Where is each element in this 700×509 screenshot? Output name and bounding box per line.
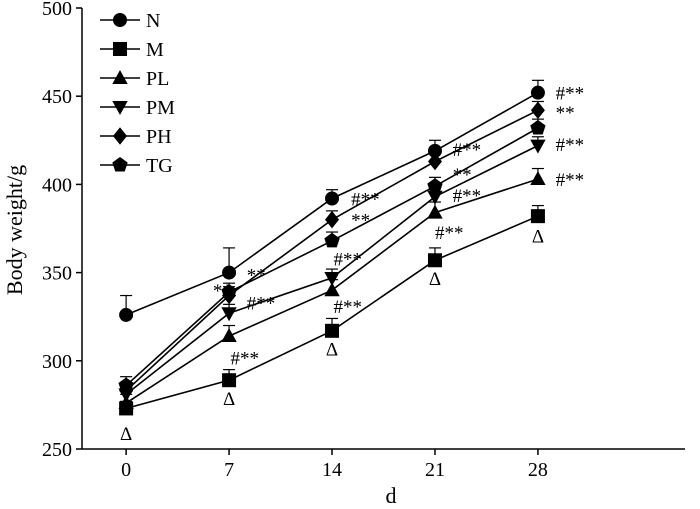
legend-marker bbox=[112, 69, 128, 84]
significance-label: #** bbox=[333, 249, 362, 270]
significance-label: ** bbox=[247, 265, 266, 286]
data-point bbox=[427, 190, 443, 205]
series-layer bbox=[118, 79, 546, 416]
significance-label: #** bbox=[351, 190, 380, 211]
x-tick-label: 28 bbox=[528, 459, 548, 481]
legend-marker bbox=[112, 156, 128, 172]
legend-item-n: N bbox=[100, 10, 160, 32]
data-point bbox=[324, 282, 340, 297]
significance-label: #** bbox=[556, 84, 585, 105]
legend-item-pm: PM bbox=[100, 97, 175, 119]
data-point bbox=[325, 323, 340, 338]
legend-item-ph: PH bbox=[100, 126, 172, 148]
data-point bbox=[530, 101, 545, 120]
y-tick-label: 250 bbox=[42, 439, 72, 461]
significance-label: Δ bbox=[532, 227, 544, 248]
significance-label: ** bbox=[453, 165, 472, 186]
legend: NM PL PM PH TG bbox=[100, 10, 175, 177]
data-point bbox=[530, 119, 546, 135]
significance-label: Δ bbox=[326, 339, 338, 360]
legend-label: N bbox=[146, 10, 160, 32]
data-point bbox=[427, 204, 443, 219]
significance-label: #** bbox=[247, 294, 276, 315]
legend-item-m: M bbox=[100, 39, 164, 61]
significance-label: ** bbox=[351, 211, 370, 232]
y-tick-label: 400 bbox=[42, 174, 72, 196]
legend-label: M bbox=[146, 39, 164, 61]
data-point bbox=[222, 265, 237, 280]
significance-label: Δ bbox=[429, 269, 441, 290]
significance-label: #** bbox=[556, 170, 585, 191]
significance-label: ** bbox=[556, 103, 575, 124]
legend-label: TG bbox=[146, 155, 173, 177]
y-tick-label: 500 bbox=[42, 0, 72, 20]
x-tick-label: 7 bbox=[224, 459, 234, 481]
data-point bbox=[221, 307, 237, 322]
y-tick-label: 350 bbox=[42, 263, 72, 285]
data-point bbox=[530, 171, 546, 186]
series-pm bbox=[118, 136, 546, 403]
data-point bbox=[530, 85, 545, 100]
legend-label: PL bbox=[146, 68, 169, 90]
y-tick-label: 450 bbox=[42, 86, 72, 108]
significance-label: #** bbox=[556, 135, 585, 156]
series-n bbox=[119, 79, 545, 322]
data-point bbox=[222, 373, 237, 388]
data-point bbox=[324, 271, 340, 286]
significance-label: Δ bbox=[120, 424, 132, 445]
data-point bbox=[427, 178, 443, 193]
data-point bbox=[221, 328, 237, 343]
legend-marker bbox=[113, 127, 127, 145]
data-point bbox=[118, 377, 134, 393]
data-point bbox=[119, 307, 134, 322]
significance-label: #** bbox=[453, 140, 482, 161]
legend-marker bbox=[113, 13, 127, 27]
x-tick-label: 21 bbox=[425, 459, 445, 481]
y-tick-label: 300 bbox=[42, 351, 72, 373]
legend-label: PH bbox=[146, 126, 172, 148]
significance-label: #** bbox=[231, 348, 259, 369]
significance-label: #** bbox=[453, 186, 482, 207]
data-point bbox=[325, 191, 340, 206]
legend-item-pl: PL bbox=[100, 68, 169, 90]
legend-marker bbox=[112, 101, 128, 116]
data-point bbox=[325, 210, 340, 229]
y-axis-title: Body weight/g bbox=[2, 165, 27, 295]
series-tg bbox=[118, 118, 546, 393]
data-point bbox=[427, 143, 442, 158]
series-m bbox=[119, 204, 545, 416]
legend-item-tg: TG bbox=[100, 155, 173, 177]
legend-label: PM bbox=[146, 97, 175, 119]
data-point bbox=[530, 139, 546, 154]
significance-label: Δ bbox=[223, 389, 235, 410]
data-point bbox=[324, 232, 340, 248]
legend-marker bbox=[113, 42, 127, 56]
significance-label: ** bbox=[213, 281, 232, 302]
significance-label: #** bbox=[435, 223, 464, 244]
x-tick-label: 14 bbox=[322, 459, 342, 481]
x-axis-title: d bbox=[386, 483, 397, 508]
data-point bbox=[530, 209, 545, 224]
x-tick-label: 0 bbox=[121, 459, 131, 481]
significance-label: #** bbox=[333, 297, 362, 318]
data-point bbox=[427, 253, 442, 268]
annotations: ΔΔΔΔΔ****#**#**#****#**#**#****#**#**#**… bbox=[120, 84, 584, 445]
axes: 250 300 350 400 450 500 0 7 14 21 28 bbox=[42, 0, 685, 481]
data-point bbox=[427, 152, 442, 171]
data-point bbox=[221, 283, 237, 299]
